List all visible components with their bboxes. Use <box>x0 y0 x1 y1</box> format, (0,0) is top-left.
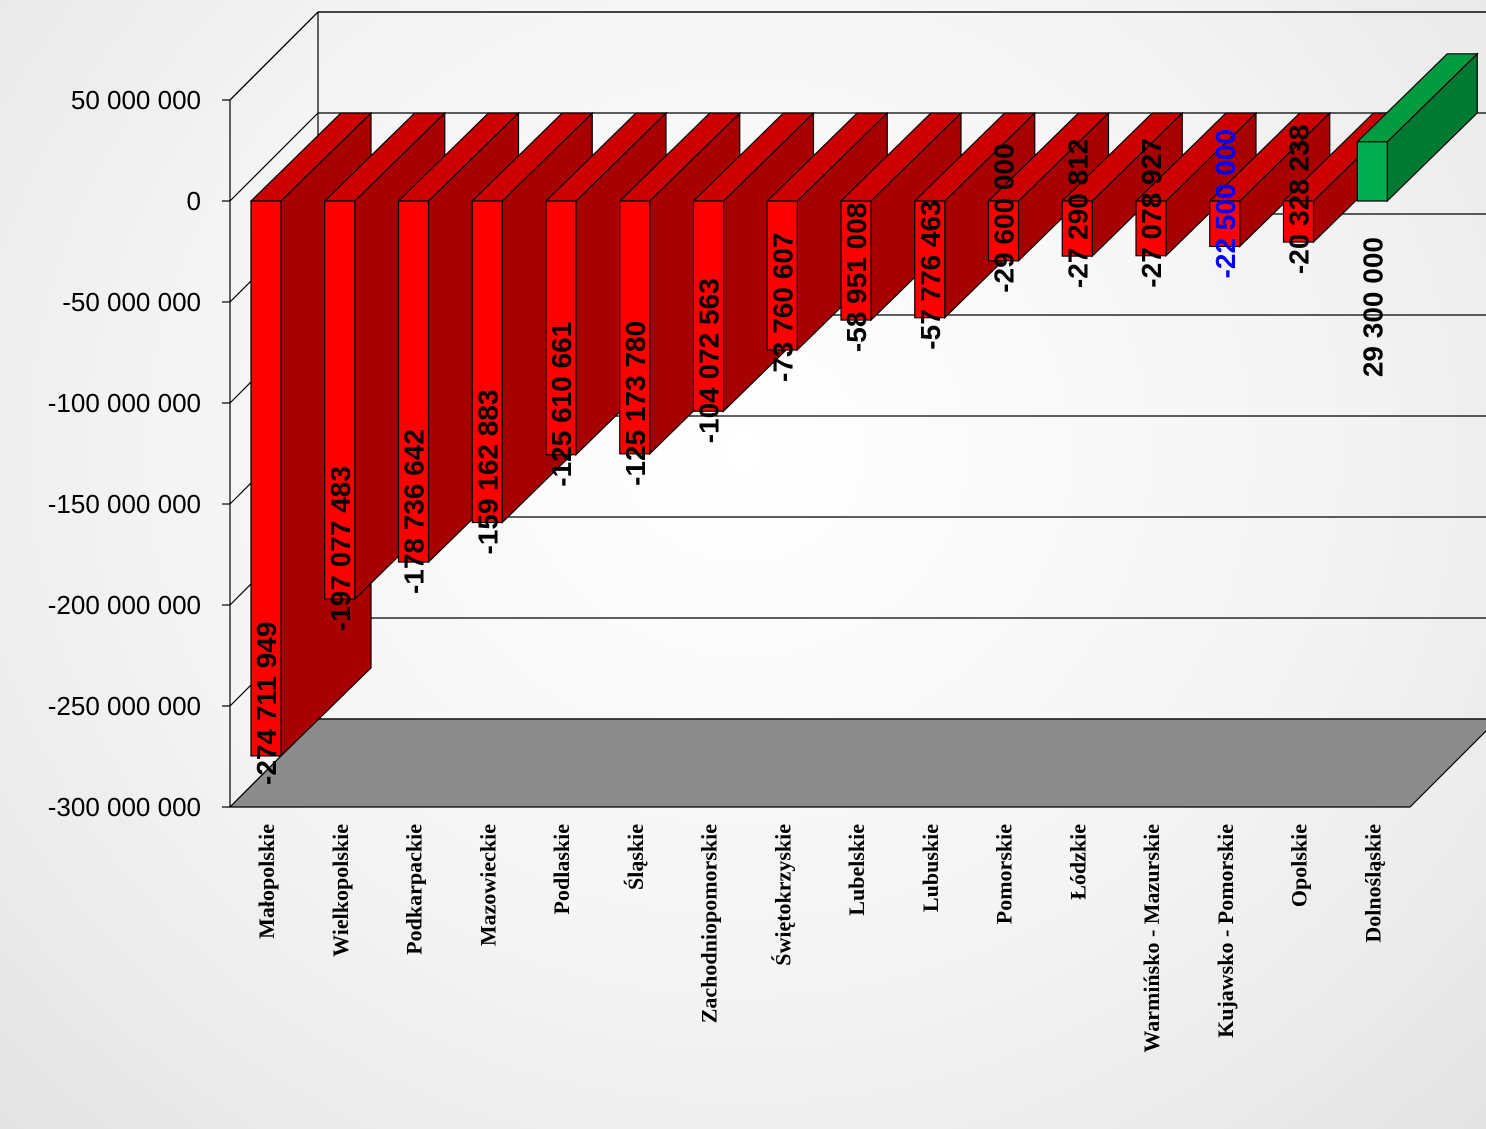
data-label: -178 736 642 <box>399 429 430 594</box>
bar-front <box>397 200 430 563</box>
data-label: -104 072 563 <box>694 278 725 443</box>
bar-front <box>471 200 503 524</box>
x-category-label: Małopolskie <box>254 824 279 939</box>
bar-front <box>1209 200 1241 248</box>
bar-12 <box>1060 111 1184 258</box>
y-tick-label: -250 000 000 <box>48 691 201 721</box>
data-label: 29 300 000 <box>1357 237 1388 377</box>
y-axis-tick-labels: 50 000 000 0 -50 000 000 -100 000 000 -150 0… <box>48 85 201 822</box>
x-category-label: Zachodniopomorskie <box>697 824 722 1023</box>
data-label: -57 776 463 <box>915 200 946 349</box>
y-tick-label: -150 000 000 <box>48 489 201 519</box>
x-category-label: Dolnośląskie <box>1360 824 1385 943</box>
data-label: -22 500 000 <box>1210 129 1241 278</box>
x-category-label: Świętokrzyskie <box>770 824 795 966</box>
x-category-label: Wielkopolskie <box>328 824 353 957</box>
x-category-label: Lubuskie <box>918 824 943 912</box>
y-tick-label: -50 000 000 <box>62 287 201 317</box>
y-tick-label: -300 000 000 <box>48 792 201 822</box>
x-category-label: Podkarpackie <box>402 824 427 955</box>
bar-front <box>1135 200 1167 257</box>
data-label: -27 078 927 <box>1136 138 1167 287</box>
y-tick-label: 0 <box>187 186 201 216</box>
data-label: -159 162 883 <box>472 389 503 554</box>
bar-14 <box>1208 111 1332 248</box>
data-label: -125 610 661 <box>546 322 577 487</box>
bar-front <box>545 200 577 456</box>
data-label: -20 328 238 <box>1284 125 1315 274</box>
x-category-label: Warmińsko - Mazurskie <box>1139 824 1164 1053</box>
bar-front <box>692 200 725 412</box>
chart-floor <box>228 718 1486 808</box>
y-tick-label: -100 000 000 <box>48 388 201 418</box>
x-category-label: Pomorskie <box>992 824 1017 924</box>
x-category-label: Mazowieckie <box>475 824 500 946</box>
bar-front <box>250 200 282 757</box>
x-category-label: Łódzkie <box>1065 824 1090 900</box>
gridline-diagonal <box>229 11 319 101</box>
bar-10 <box>913 111 1037 320</box>
bar-front <box>324 200 356 600</box>
bar-front <box>914 200 946 319</box>
bar-11 <box>987 111 1110 263</box>
data-label: -29 600 000 <box>989 143 1020 292</box>
bar-front <box>840 200 872 321</box>
x-category-label: Śląskie <box>623 824 648 890</box>
data-label: -274 711 949 <box>251 622 282 786</box>
x-axis-category-labels: Małopolskie Wielkopolskie Podkarpackie Mazo… <box>254 824 1385 1053</box>
data-label: -27 290 812 <box>1062 139 1093 288</box>
floor-plane <box>228 718 1486 808</box>
data-labels: -274 711 949 -197 077 483 -178 736 642 -159… <box>251 125 1388 785</box>
bar-front <box>1356 141 1388 202</box>
data-label: -58 951 008 <box>841 203 872 352</box>
y-tick-label: -200 000 000 <box>48 590 201 620</box>
gridline-diagonal <box>229 112 319 202</box>
data-label: -73 760 607 <box>767 233 798 382</box>
data-label: -197 077 483 <box>325 466 356 631</box>
x-category-label: Kujawsko - Pomorskie <box>1213 824 1238 1038</box>
bar-13 <box>1134 111 1258 258</box>
bars <box>249 52 1479 758</box>
x-category-label: Lubelskie <box>844 824 869 916</box>
bar-front <box>619 200 651 455</box>
x-category-label: Podlaskie <box>549 824 574 915</box>
bar-16 <box>1355 52 1479 203</box>
x-category-label: Opolskie <box>1287 824 1312 907</box>
data-label: -125 173 780 <box>620 321 651 486</box>
bar-front <box>766 200 798 351</box>
y-tick-label: 50 000 000 <box>71 85 201 115</box>
bar-front <box>987 200 1020 262</box>
bar-front <box>1061 200 1093 257</box>
bar-front <box>1282 200 1315 243</box>
